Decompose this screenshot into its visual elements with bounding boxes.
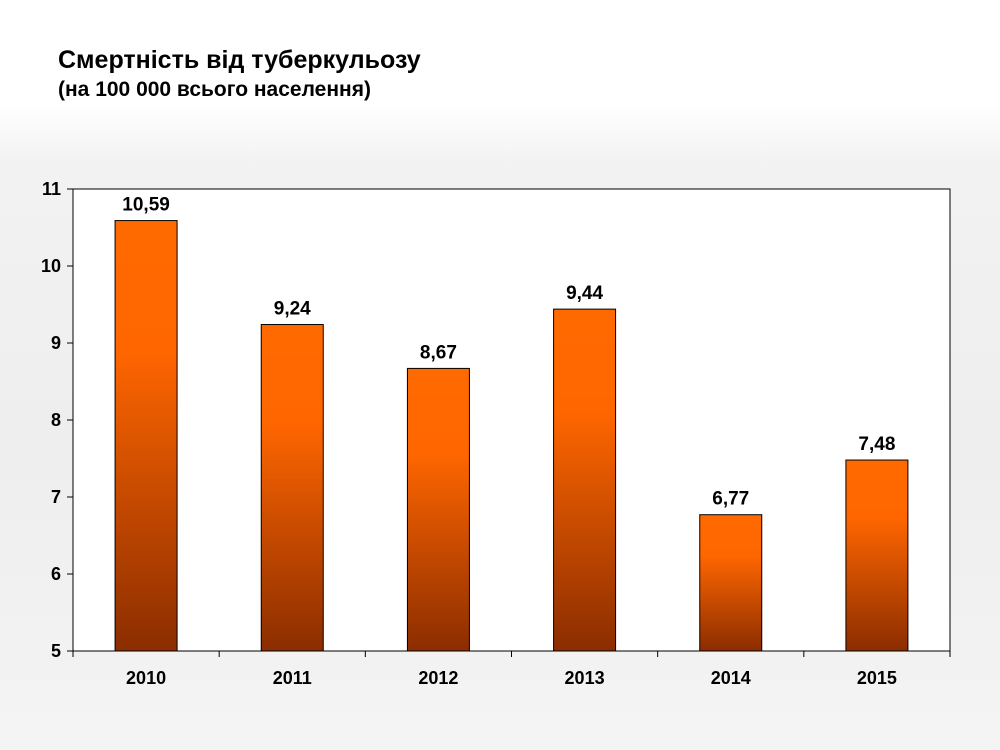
y-tick-label: 10 xyxy=(41,256,61,276)
bar-2012 xyxy=(406,367,470,652)
x-category-label: 2014 xyxy=(711,668,751,688)
bar-2011 xyxy=(260,324,324,652)
chart-title: Смертність від туберкульозу xyxy=(58,46,421,74)
x-category-label: 2010 xyxy=(126,668,166,688)
x-category-label: 2013 xyxy=(565,668,605,688)
x-axis: 2010 2011 2012 2013 2014 2015 xyxy=(72,651,951,688)
data-label-2010: 10,59 xyxy=(122,195,170,216)
data-label-2012: 8,67 xyxy=(420,342,457,363)
x-category-label: 2011 xyxy=(273,668,312,688)
x-category-label: 2012 xyxy=(418,668,458,688)
bar-2013 xyxy=(553,308,617,652)
bar-2014 xyxy=(699,514,763,652)
bar-2010 xyxy=(114,220,178,652)
y-tick-label: 9 xyxy=(51,333,61,353)
data-label-2013: 9,44 xyxy=(566,283,603,304)
y-tick-label: 5 xyxy=(51,641,61,661)
y-tick-label: 11 xyxy=(42,179,61,199)
y-tick-label: 8 xyxy=(51,410,61,430)
bars: 10,59 9,24 8,67 9,44 6,77 7,48 xyxy=(114,195,909,652)
y-tick-label: 7 xyxy=(51,487,61,507)
bar-2015 xyxy=(845,459,909,652)
title-block: Смертність від туберкульозу (на 100 000 … xyxy=(58,44,421,104)
chart-subtitle: (на 100 000 всього населення) xyxy=(58,78,371,101)
x-category-label: 2015 xyxy=(857,668,897,688)
y-axis: 5 6 7 8 9 10 11 xyxy=(41,179,73,661)
data-label-2015: 7,48 xyxy=(858,434,895,455)
plot-area xyxy=(72,188,951,652)
y-tick-label: 6 xyxy=(51,564,61,584)
data-label-2014: 6,77 xyxy=(712,489,749,510)
data-label-2011: 9,24 xyxy=(274,299,311,320)
